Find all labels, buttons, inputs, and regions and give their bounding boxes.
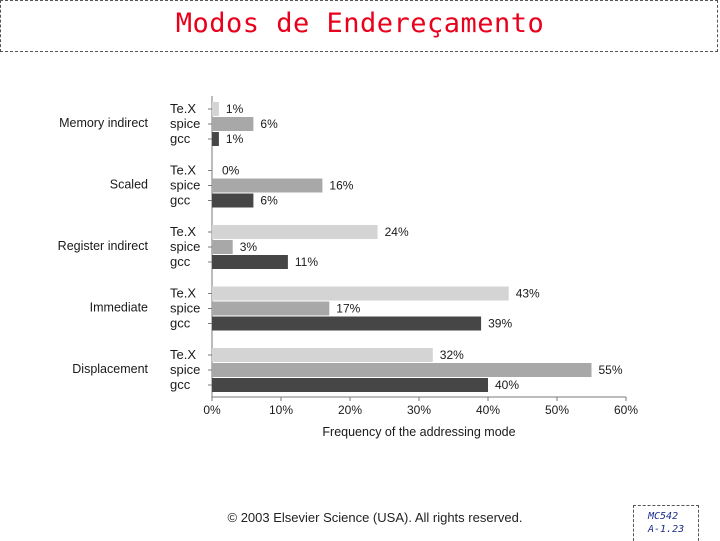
x-tick-label: 30% [407, 403, 431, 417]
x-tick-label: 20% [338, 403, 362, 417]
bar-spice [212, 178, 323, 193]
series-label: gcc [170, 193, 191, 208]
category-label: Scaled [110, 178, 148, 192]
series-label: spice [170, 301, 200, 316]
series-label: Te.X [170, 347, 196, 362]
series-label: spice [170, 116, 200, 131]
bar-stub-gcc [212, 132, 215, 146]
bar-spice [212, 363, 592, 377]
bar-spice [212, 240, 233, 254]
data-label: 0% [222, 164, 240, 178]
series-label: gcc [170, 316, 191, 331]
data-label: 3% [240, 240, 258, 254]
data-label: 1% [226, 132, 244, 146]
series-label: Te.X [170, 286, 196, 301]
addressing-mode-chart: Memory indirect Te.X 1% spice 6% gcc 1% Scaled T… [58, 96, 638, 439]
data-label: 16% [329, 179, 353, 193]
bar-gcc [212, 378, 488, 392]
slide-title: Modos de Endereçamento [175, 8, 545, 39]
x-tick-label: 60% [614, 403, 638, 417]
data-label: 11% [295, 255, 318, 269]
bar-gcc [212, 316, 482, 331]
series-label: Te.X [170, 101, 196, 116]
category-label: Memory indirect [59, 116, 148, 130]
x-tick-label: 40% [476, 403, 500, 417]
series-label: gcc [170, 131, 191, 146]
bar-gcc [212, 193, 254, 208]
x-tick-label: 0% [203, 403, 221, 417]
bar-stub-TeX [212, 102, 215, 116]
data-label: 32% [440, 348, 464, 362]
series-label: spice [170, 178, 200, 193]
copyright-notice: © 2003 Elsevier Science (USA). All right… [227, 510, 523, 525]
data-label: 6% [260, 117, 278, 131]
data-label: 55% [599, 363, 623, 377]
bar-TeX [212, 286, 509, 301]
course-code: MC542 [648, 511, 679, 522]
x-tick-label: 50% [545, 403, 569, 417]
series-label: gcc [170, 254, 191, 269]
category-label: Immediate [90, 301, 148, 315]
data-label: 17% [336, 302, 360, 316]
bar-TeX [212, 102, 219, 116]
data-label: 1% [226, 102, 244, 116]
footer-frame [633, 505, 699, 541]
data-label: 6% [260, 194, 278, 208]
category-label: Displacement [72, 362, 148, 376]
bar-gcc [212, 132, 219, 146]
data-label: 39% [488, 317, 512, 331]
series-label: spice [170, 362, 200, 377]
series-label: Te.X [170, 224, 196, 239]
x-tick-label: 10% [269, 403, 293, 417]
slide-number: A-1.23 [648, 524, 685, 535]
data-label: 43% [516, 287, 540, 301]
x-axis-title: Frequency of the addressing mode [322, 425, 515, 439]
bar-gcc [212, 255, 288, 269]
title-frame [0, 0, 718, 52]
category-label: Register indirect [58, 239, 149, 253]
data-label: 24% [385, 225, 409, 239]
bar-TeX [212, 348, 433, 362]
series-label: Te.X [170, 163, 196, 178]
series-label: spice [170, 239, 200, 254]
bar-spice [212, 301, 330, 316]
bar-spice [212, 117, 254, 131]
bar-TeX [212, 225, 378, 239]
data-label: 40% [495, 378, 519, 392]
series-label: gcc [170, 377, 191, 392]
